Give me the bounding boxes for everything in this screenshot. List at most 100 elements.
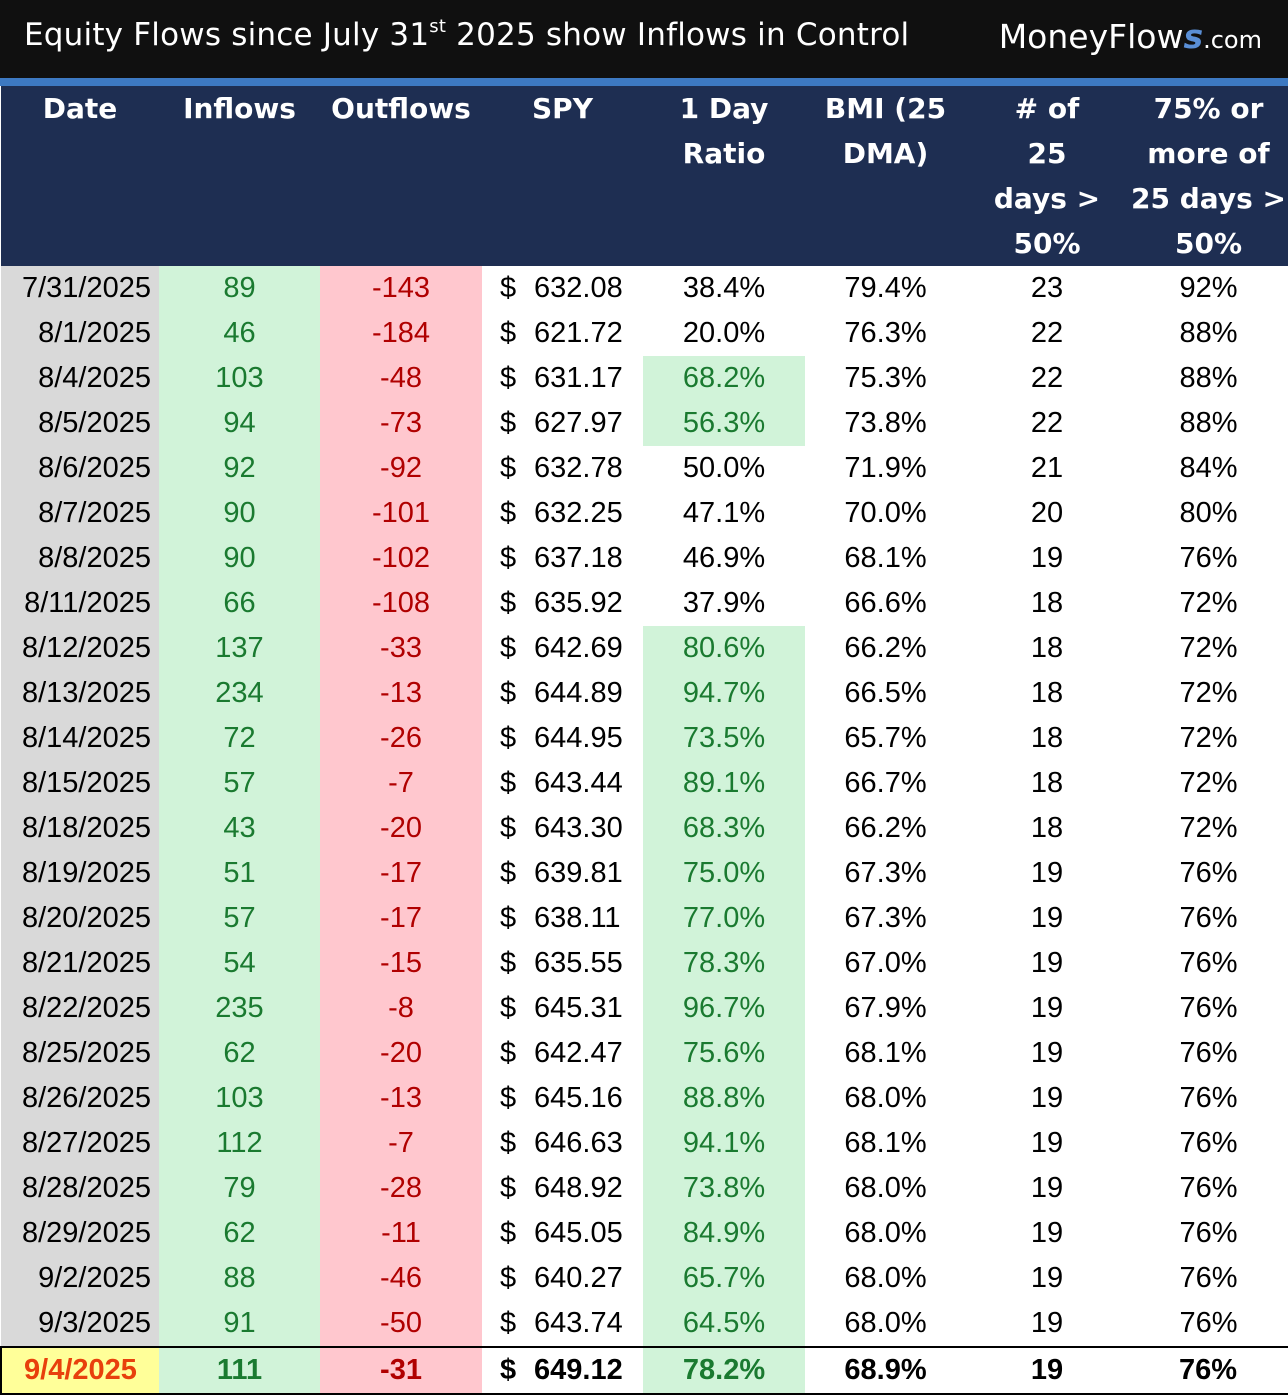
table-row: 8/1/2025 46 -184 $621.72 20.0% 76.3% 22 88% xyxy=(1,311,1288,356)
cell-date: 8/15/2025 xyxy=(1,761,159,806)
spy-value: 642.47 xyxy=(534,1037,623,1069)
cell-days: 19 xyxy=(1030,1307,1064,1339)
currency-symbol: $ xyxy=(500,992,517,1024)
cell-days: 23 xyxy=(1030,272,1064,304)
cell-date: 8/12/2025 xyxy=(1,626,159,671)
cell-pct: 76% xyxy=(1179,1217,1238,1249)
table-row: 8/14/2025 72 -26 $644.95 73.5% 65.7% 18 72% xyxy=(1,716,1288,761)
cell-outflow: -20 xyxy=(320,806,482,851)
cell-days: 18 xyxy=(1030,632,1064,664)
cell-spy: $627.97 xyxy=(482,401,643,446)
cell-outflow: -101 xyxy=(320,491,482,536)
table-row: 8/12/2025 137 -33 $642.69 80.6% 66.2% 18 72% xyxy=(1,626,1288,671)
cell-inflow: 88 xyxy=(159,1256,320,1301)
cell-days: 19 xyxy=(1030,902,1064,934)
cell-spy: $637.18 xyxy=(482,536,643,581)
spy-value: 639.81 xyxy=(534,857,623,889)
cell-ratio: 47.1% xyxy=(682,497,766,529)
currency-symbol: $ xyxy=(500,677,517,709)
table-row: 7/31/2025 89 -143 $632.08 38.4% 79.4% 23 92% xyxy=(1,266,1288,311)
cell-bmi: 67.0% xyxy=(844,947,927,979)
cell-date: 9/3/2025 xyxy=(1,1301,159,1347)
cell-outflow: -50 xyxy=(320,1301,482,1347)
cell-bmi: 67.9% xyxy=(844,992,927,1024)
cell-spy: $642.69 xyxy=(482,626,643,671)
cell-bmi: 70.0% xyxy=(844,497,927,529)
cell-spy: $642.47 xyxy=(482,1031,643,1076)
cell-spy: $644.89 xyxy=(482,671,643,716)
cell-pct: 76% xyxy=(1179,1262,1238,1294)
cell-inflow: 57 xyxy=(159,896,320,941)
cell-outflow: -7 xyxy=(320,1121,482,1166)
spy-value: 632.25 xyxy=(534,497,623,529)
cell-pct: 76% xyxy=(1179,857,1238,889)
spy-value: 635.55 xyxy=(534,947,623,979)
cell-inflow: 57 xyxy=(159,761,320,806)
currency-symbol: $ xyxy=(500,1127,517,1159)
table-body: 7/31/2025 89 -143 $632.08 38.4% 79.4% 23 92% 8/1… xyxy=(0,266,1288,1395)
cell-bmi: 68.0% xyxy=(844,1082,927,1114)
cell-outflow: -13 xyxy=(320,1076,482,1121)
cell-bmi: 68.9% xyxy=(805,1346,966,1395)
cell-days: 19 xyxy=(966,1346,1128,1395)
cell-days: 19 xyxy=(1030,992,1064,1024)
cell-spy: $635.55 xyxy=(482,941,643,986)
spy-value: 643.74 xyxy=(534,1307,623,1339)
cell-days: 18 xyxy=(1030,722,1064,754)
cell-ratio: 84.9% xyxy=(643,1211,805,1256)
cell-inflow: 90 xyxy=(159,536,320,581)
table-row: 8/20/2025 57 -17 $638.11 77.0% 67.3% 19 76% xyxy=(1,896,1288,941)
cell-bmi: 66.2% xyxy=(844,812,927,844)
spy-value: 640.27 xyxy=(534,1262,623,1294)
header-date: Date xyxy=(1,86,159,266)
cell-days: 19 xyxy=(1030,857,1064,889)
cell-outflow: -108 xyxy=(320,581,482,626)
cell-inflow: 103 xyxy=(159,1076,320,1121)
cell-ratio: 75.6% xyxy=(643,1031,805,1076)
cell-inflow: 137 xyxy=(159,626,320,671)
cell-pct: 72% xyxy=(1179,722,1238,754)
currency-symbol: $ xyxy=(500,497,517,529)
spy-value: 648.92 xyxy=(534,1172,623,1204)
cell-days: 22 xyxy=(1030,407,1064,439)
header-spy: SPY xyxy=(482,86,643,266)
cell-spy: $621.72 xyxy=(482,311,643,356)
cell-spy: $643.44 xyxy=(482,761,643,806)
cell-spy: $645.31 xyxy=(482,986,643,1031)
cell-bmi: 65.7% xyxy=(844,722,927,754)
cell-pct: 80% xyxy=(1179,497,1238,529)
cell-pct: 72% xyxy=(1179,677,1238,709)
cell-bmi: 75.3% xyxy=(844,362,927,394)
cell-spy: $639.81 xyxy=(482,851,643,896)
spy-value: 644.89 xyxy=(534,677,623,709)
table-row: 8/13/2025 234 -13 $644.89 94.7% 66.5% 18 72% xyxy=(1,671,1288,716)
currency-symbol: $ xyxy=(500,272,517,304)
cell-date: 9/4/2025 xyxy=(0,1346,159,1395)
cell-days: 22 xyxy=(1030,317,1064,349)
currency-symbol: $ xyxy=(500,1037,517,1069)
cell-spy: $645.16 xyxy=(482,1076,643,1121)
cell-spy: $632.25 xyxy=(482,491,643,536)
cell-ratio: 20.0% xyxy=(682,317,766,349)
cell-outflow: -33 xyxy=(320,626,482,671)
currency-symbol: $ xyxy=(500,632,517,664)
cell-inflow: 92 xyxy=(159,446,320,491)
cell-date: 8/14/2025 xyxy=(1,716,159,761)
cell-outflow: -143 xyxy=(320,266,482,311)
header-inflows: Inflows xyxy=(159,86,320,266)
currency-symbol: $ xyxy=(500,1262,517,1294)
cell-inflow: 89 xyxy=(159,266,320,311)
currency-symbol: $ xyxy=(500,1307,517,1339)
cell-days: 19 xyxy=(1030,1127,1064,1159)
cell-inflow: 112 xyxy=(159,1121,320,1166)
currency-symbol: $ xyxy=(500,452,517,484)
cell-pct: 72% xyxy=(1179,587,1238,619)
spy-value: 645.05 xyxy=(534,1217,623,1249)
cell-outflow: -7 xyxy=(320,761,482,806)
cell-date: 8/26/2025 xyxy=(1,1076,159,1121)
title-bar: Equity Flows since July 31st 2025 show I… xyxy=(0,0,1288,78)
cell-outflow: -31 xyxy=(320,1346,482,1395)
cell-outflow: -8 xyxy=(320,986,482,1031)
cell-ratio: 37.9% xyxy=(682,587,766,619)
cell-bmi: 68.1% xyxy=(844,542,927,574)
